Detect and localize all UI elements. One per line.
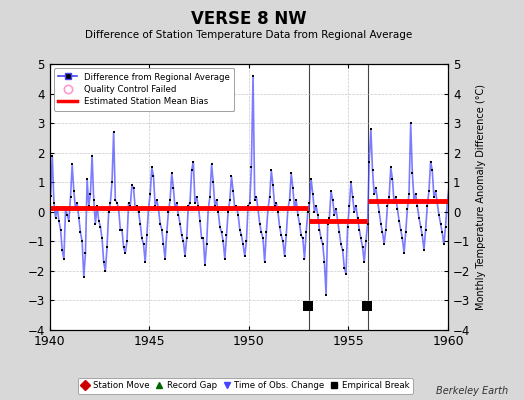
- Text: Difference of Station Temperature Data from Regional Average: Difference of Station Temperature Data f…: [85, 30, 412, 40]
- Y-axis label: Monthly Temperature Anomaly Difference (°C): Monthly Temperature Anomaly Difference (…: [476, 84, 486, 310]
- Legend: Difference from Regional Average, Quality Control Failed, Estimated Station Mean: Difference from Regional Average, Qualit…: [54, 68, 234, 111]
- Legend: Station Move, Record Gap, Time of Obs. Change, Empirical Break: Station Move, Record Gap, Time of Obs. C…: [78, 378, 413, 394]
- Text: VERSE 8 NW: VERSE 8 NW: [191, 10, 307, 28]
- Text: Berkeley Earth: Berkeley Earth: [436, 386, 508, 396]
